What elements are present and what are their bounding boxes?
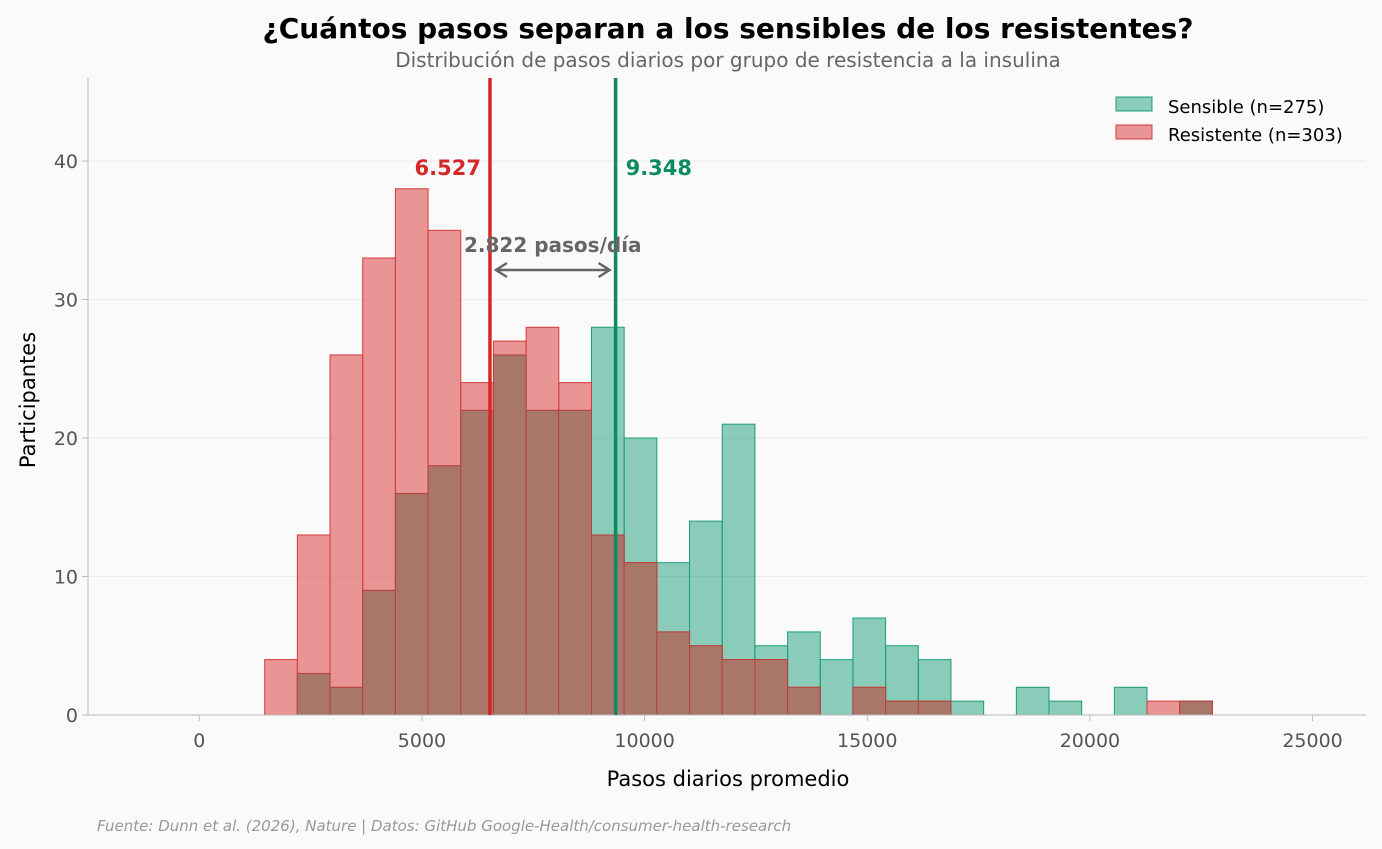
arrow-head-left (493, 261, 508, 279)
chart-title: ¿Cuántos pasos separan a los sensibles d… (263, 12, 1194, 45)
legend-label-sensible: Sensible (n=275) (1168, 97, 1324, 118)
y-axis-label: Participantes (16, 332, 40, 468)
bar-overlap (362, 589, 396, 716)
bar-overlap (689, 645, 723, 716)
x-tick-label: 20000 (1060, 730, 1120, 752)
x-tick-label: 10000 (614, 730, 674, 752)
y-tick-label: 40 (54, 151, 78, 173)
bar-overlap (394, 492, 429, 716)
bar-overlap (558, 409, 592, 716)
y-tick-label: 0 (66, 705, 78, 727)
x-tick-label: 25000 (1282, 730, 1342, 752)
difference-arrow (493, 261, 612, 279)
bar-overlap (623, 562, 658, 716)
legend-label-resistente: Resistente (n=303) (1168, 125, 1343, 146)
legend-swatch-resistente (1115, 124, 1153, 140)
bar-resistente (329, 354, 364, 716)
bar-resistente (264, 659, 298, 716)
bar-sensible (819, 659, 854, 716)
bar-overlap (721, 659, 756, 716)
bar-sensible (1015, 686, 1050, 716)
bar-overlap (754, 659, 789, 716)
bar-sensible (950, 700, 985, 716)
x-axis-label: Pasos diarios promedio (607, 767, 850, 791)
bar-overlap (656, 631, 691, 716)
y-tick-label: 30 (54, 290, 78, 312)
bar-overlap (492, 354, 527, 716)
bar-overlap (329, 686, 364, 716)
legend: Sensible (n=275) Resistente (n=303) (1115, 96, 1343, 146)
bar-overlap (787, 686, 821, 716)
y-tick-label: 20 (54, 428, 78, 450)
difference-label: 2.822 pasos/día (464, 233, 642, 257)
x-tick-label: 5000 (398, 730, 446, 752)
x-tick-label: 0 (193, 730, 205, 752)
arrow-head-right (597, 261, 612, 279)
bar-overlap (427, 465, 462, 716)
bar-overlap (852, 686, 887, 716)
y-tick-label: 10 (54, 567, 78, 589)
y-ticks: 0 10 20 30 40 (54, 151, 88, 727)
x-ticks: 0 5000 10000 15000 20000 25000 (193, 715, 1343, 752)
legend-swatch-sensible (1115, 96, 1153, 112)
bar-overlap (525, 409, 560, 716)
x-tick-label: 15000 (837, 730, 897, 752)
mean-label-sensible: 9.348 (626, 156, 692, 180)
bar-overlap (296, 672, 331, 716)
source-note: Fuente: Dunn et al. (2026), Nature | Dat… (97, 817, 791, 835)
mean-label-resistente: 6.527 (415, 156, 481, 180)
chart-subtitle: Distribución de pasos diarios por grupo … (395, 48, 1061, 72)
bar-overlap (590, 534, 625, 716)
bar-overlap (1179, 700, 1213, 716)
bar-overlap (917, 700, 952, 716)
bar-sensible (1048, 700, 1083, 716)
bar-resistente (1146, 700, 1181, 716)
bar-overlap (885, 700, 919, 716)
bar-sensible (1113, 686, 1148, 716)
